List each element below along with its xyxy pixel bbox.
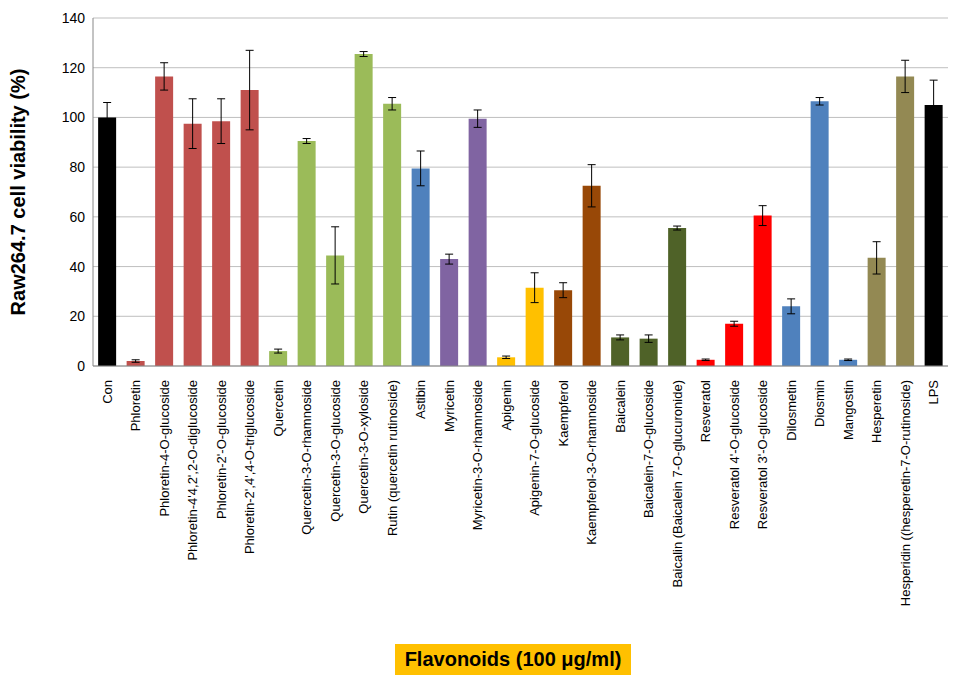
svg-text:Phloretin-2',4',4-O-triglucosi: Phloretin-2',4',4-O-triglucoside (242, 380, 257, 554)
svg-text:Resveratol 3'-O-glucoside: Resveratol 3'-O-glucoside (755, 380, 770, 529)
svg-text:Myricetin-3-O-rhamnoside: Myricetin-3-O-rhamnoside (470, 380, 485, 530)
svg-text:LPS: LPS (926, 380, 941, 405)
svg-text:60: 60 (69, 209, 85, 225)
html-text:Flavonoids (100 μg/ml): Flavonoids (100 μg/ml) (404, 648, 622, 670)
svg-text:Baicalein-7-O-glucoside: Baicalein-7-O-glucoside (641, 380, 656, 518)
svg-text:Quercetin-3-O-xyloside: Quercetin-3-O-xyloside (356, 380, 371, 514)
svg-text:0: 0 (77, 358, 85, 374)
svg-text:Diosmin: Diosmin (812, 380, 827, 427)
svg-text:Quercetin-3-O-glucoside: Quercetin-3-O-glucoside (328, 380, 343, 522)
svg-text:120: 120 (62, 60, 86, 76)
svg-text:Dilosmetin: Dilosmetin (784, 380, 799, 441)
svg-text:80: 80 (69, 159, 85, 175)
svg-text:40: 40 (69, 259, 85, 275)
svg-text:Kaempferol: Kaempferol (556, 380, 571, 447)
svg-text:Rutin (quercetin rutinoside): Rutin (quercetin rutinoside) (385, 380, 400, 536)
svg-text:Apigenin-7-O-glucoside: Apigenin-7-O-glucoside (527, 380, 542, 516)
svg-text:Mangostin: Mangostin (841, 380, 856, 440)
svg-text:Phloretin: Phloretin (128, 380, 143, 431)
svg-text:Resveratol 4'-O-glucoside: Resveratol 4'-O-glucoside (727, 380, 742, 529)
svg-text:Phloretin-4'4,2',2-O-diglucosi: Phloretin-4'4,2',2-O-diglucoside (185, 380, 200, 561)
svg-text:Baicalein: Baicalein (613, 380, 628, 433)
svg-text:Hesperetin: Hesperetin (869, 380, 884, 443)
svg-text:Myricetin: Myricetin (442, 380, 457, 432)
svg-text:Baicalin (Baicalein 7-O-glucur: Baicalin (Baicalein 7-O-glucuronide) (670, 380, 685, 587)
svg-text:Quercetin-3-O-rhamnoside: Quercetin-3-O-rhamnoside (299, 380, 314, 535)
svg-text:Phloretin-2'-O-glucoside: Phloretin-2'-O-glucoside (214, 380, 229, 519)
svg-text:Raw264.7 cell viability (%): Raw264.7 cell viability (%) (8, 69, 29, 316)
svg-text:Astibin: Astibin (413, 380, 428, 419)
svg-text:Phloretin-4-O-glucoside: Phloretin-4-O-glucoside (157, 380, 172, 517)
svg-text:Apigenin: Apigenin (499, 380, 514, 431)
svg-text:100: 100 (62, 109, 86, 125)
svg-text:Quercetin: Quercetin (271, 380, 286, 436)
svg-text:140: 140 (62, 10, 86, 26)
svg-text:20: 20 (69, 308, 85, 324)
svg-text:Kaempferol-3-O-rhamnoside: Kaempferol-3-O-rhamnoside (584, 380, 599, 545)
svg-text:Resveratol: Resveratol (698, 380, 713, 442)
svg-text:Hesperidin ((hesperetin-7-O-ru: Hesperidin ((hesperetin-7-O-rutinoside) (898, 380, 913, 606)
svg-text:Con: Con (100, 380, 115, 404)
